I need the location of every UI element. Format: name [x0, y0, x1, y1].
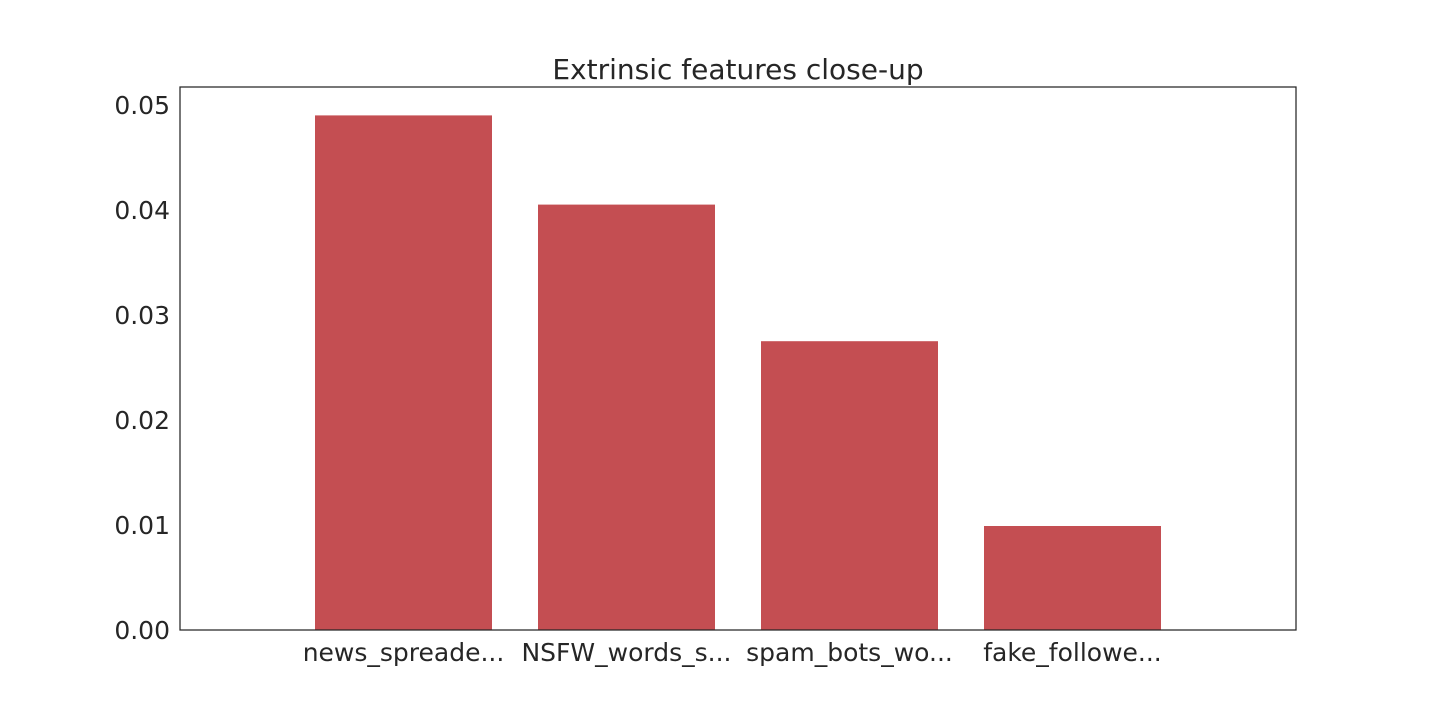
plot-frame — [179, 86, 1297, 631]
y-tick-label: 0.04 — [114, 196, 170, 225]
y-tick-label: 0.00 — [114, 616, 170, 645]
x-tick-label: news_spreade... — [303, 638, 505, 667]
bars-group — [315, 115, 1161, 630]
y-tick-label: 0.03 — [114, 301, 170, 330]
y-axis: 0.00 0.01 0.02 0.03 0.04 0.05 — [114, 91, 170, 645]
bar — [984, 526, 1161, 630]
y-tick-label: 0.01 — [114, 511, 170, 540]
x-tick-label: NSFW_words_s... — [521, 638, 731, 667]
x-tick-label: spam_bots_wo... — [746, 638, 953, 667]
bar — [761, 341, 938, 630]
x-tick-label: fake_followe... — [983, 638, 1162, 667]
bar — [315, 115, 492, 630]
chart-title: Extrinsic features close-up — [552, 53, 923, 86]
x-axis: news_spreade... NSFW_words_s... spam_bots_… — [303, 638, 1162, 667]
y-tick-label: 0.05 — [114, 91, 170, 120]
y-tick-label: 0.02 — [114, 406, 170, 435]
bar — [538, 204, 715, 630]
